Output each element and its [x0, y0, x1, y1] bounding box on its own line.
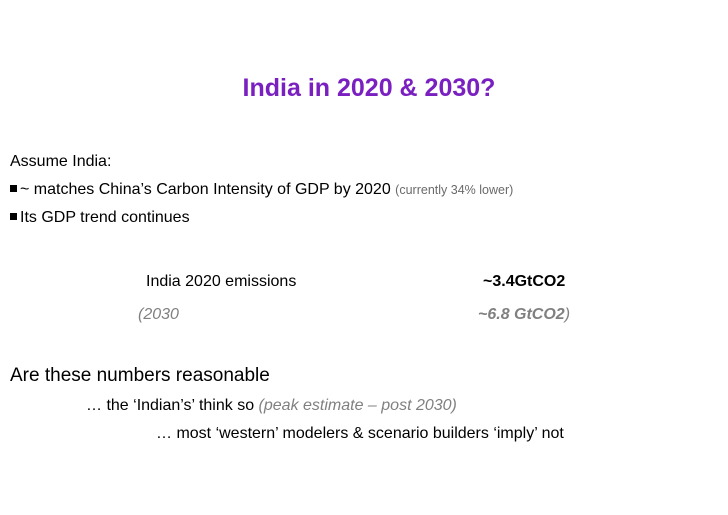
bullet-item-2: Its GDP trend continues: [10, 209, 190, 227]
bullet-item-1: ~ matches China’s Carbon Intensity of GD…: [10, 181, 513, 199]
row-2030-value: ~6.8 GtCO2: [478, 306, 565, 323]
indian-view-line: … the ‘Indian’s’ think so (peak estimate…: [86, 397, 457, 415]
slide-title: India in 2020 & 2030?: [242, 74, 496, 102]
assume-heading: Assume India:: [10, 153, 112, 170]
indian-view-text: … the ‘Indian’s’ think so: [86, 397, 259, 414]
row-2020-label: India 2020 emissions: [146, 273, 297, 290]
bullet-2-text: Its GDP trend continues: [20, 209, 190, 226]
row-2030-close: ): [564, 306, 571, 323]
row-2030-label: (2030: [138, 306, 179, 323]
row-2030-value-group: ~6.8 GtCO2): [478, 306, 570, 324]
peak-estimate-note: (peak estimate – post 2030): [258, 397, 457, 414]
square-bullet-icon: [10, 213, 17, 220]
row-2020-value: ~3.4GtCO2: [483, 273, 566, 290]
western-view-line: … most ‘western’ modelers & scenario bui…: [156, 425, 564, 442]
square-bullet-icon: [10, 185, 17, 192]
bullet-1-note: (currently 34% lower): [395, 183, 514, 197]
question-heading: Are these numbers reasonable: [10, 365, 270, 386]
bullet-1-text: ~ matches China’s Carbon Intensity of GD…: [20, 181, 396, 198]
